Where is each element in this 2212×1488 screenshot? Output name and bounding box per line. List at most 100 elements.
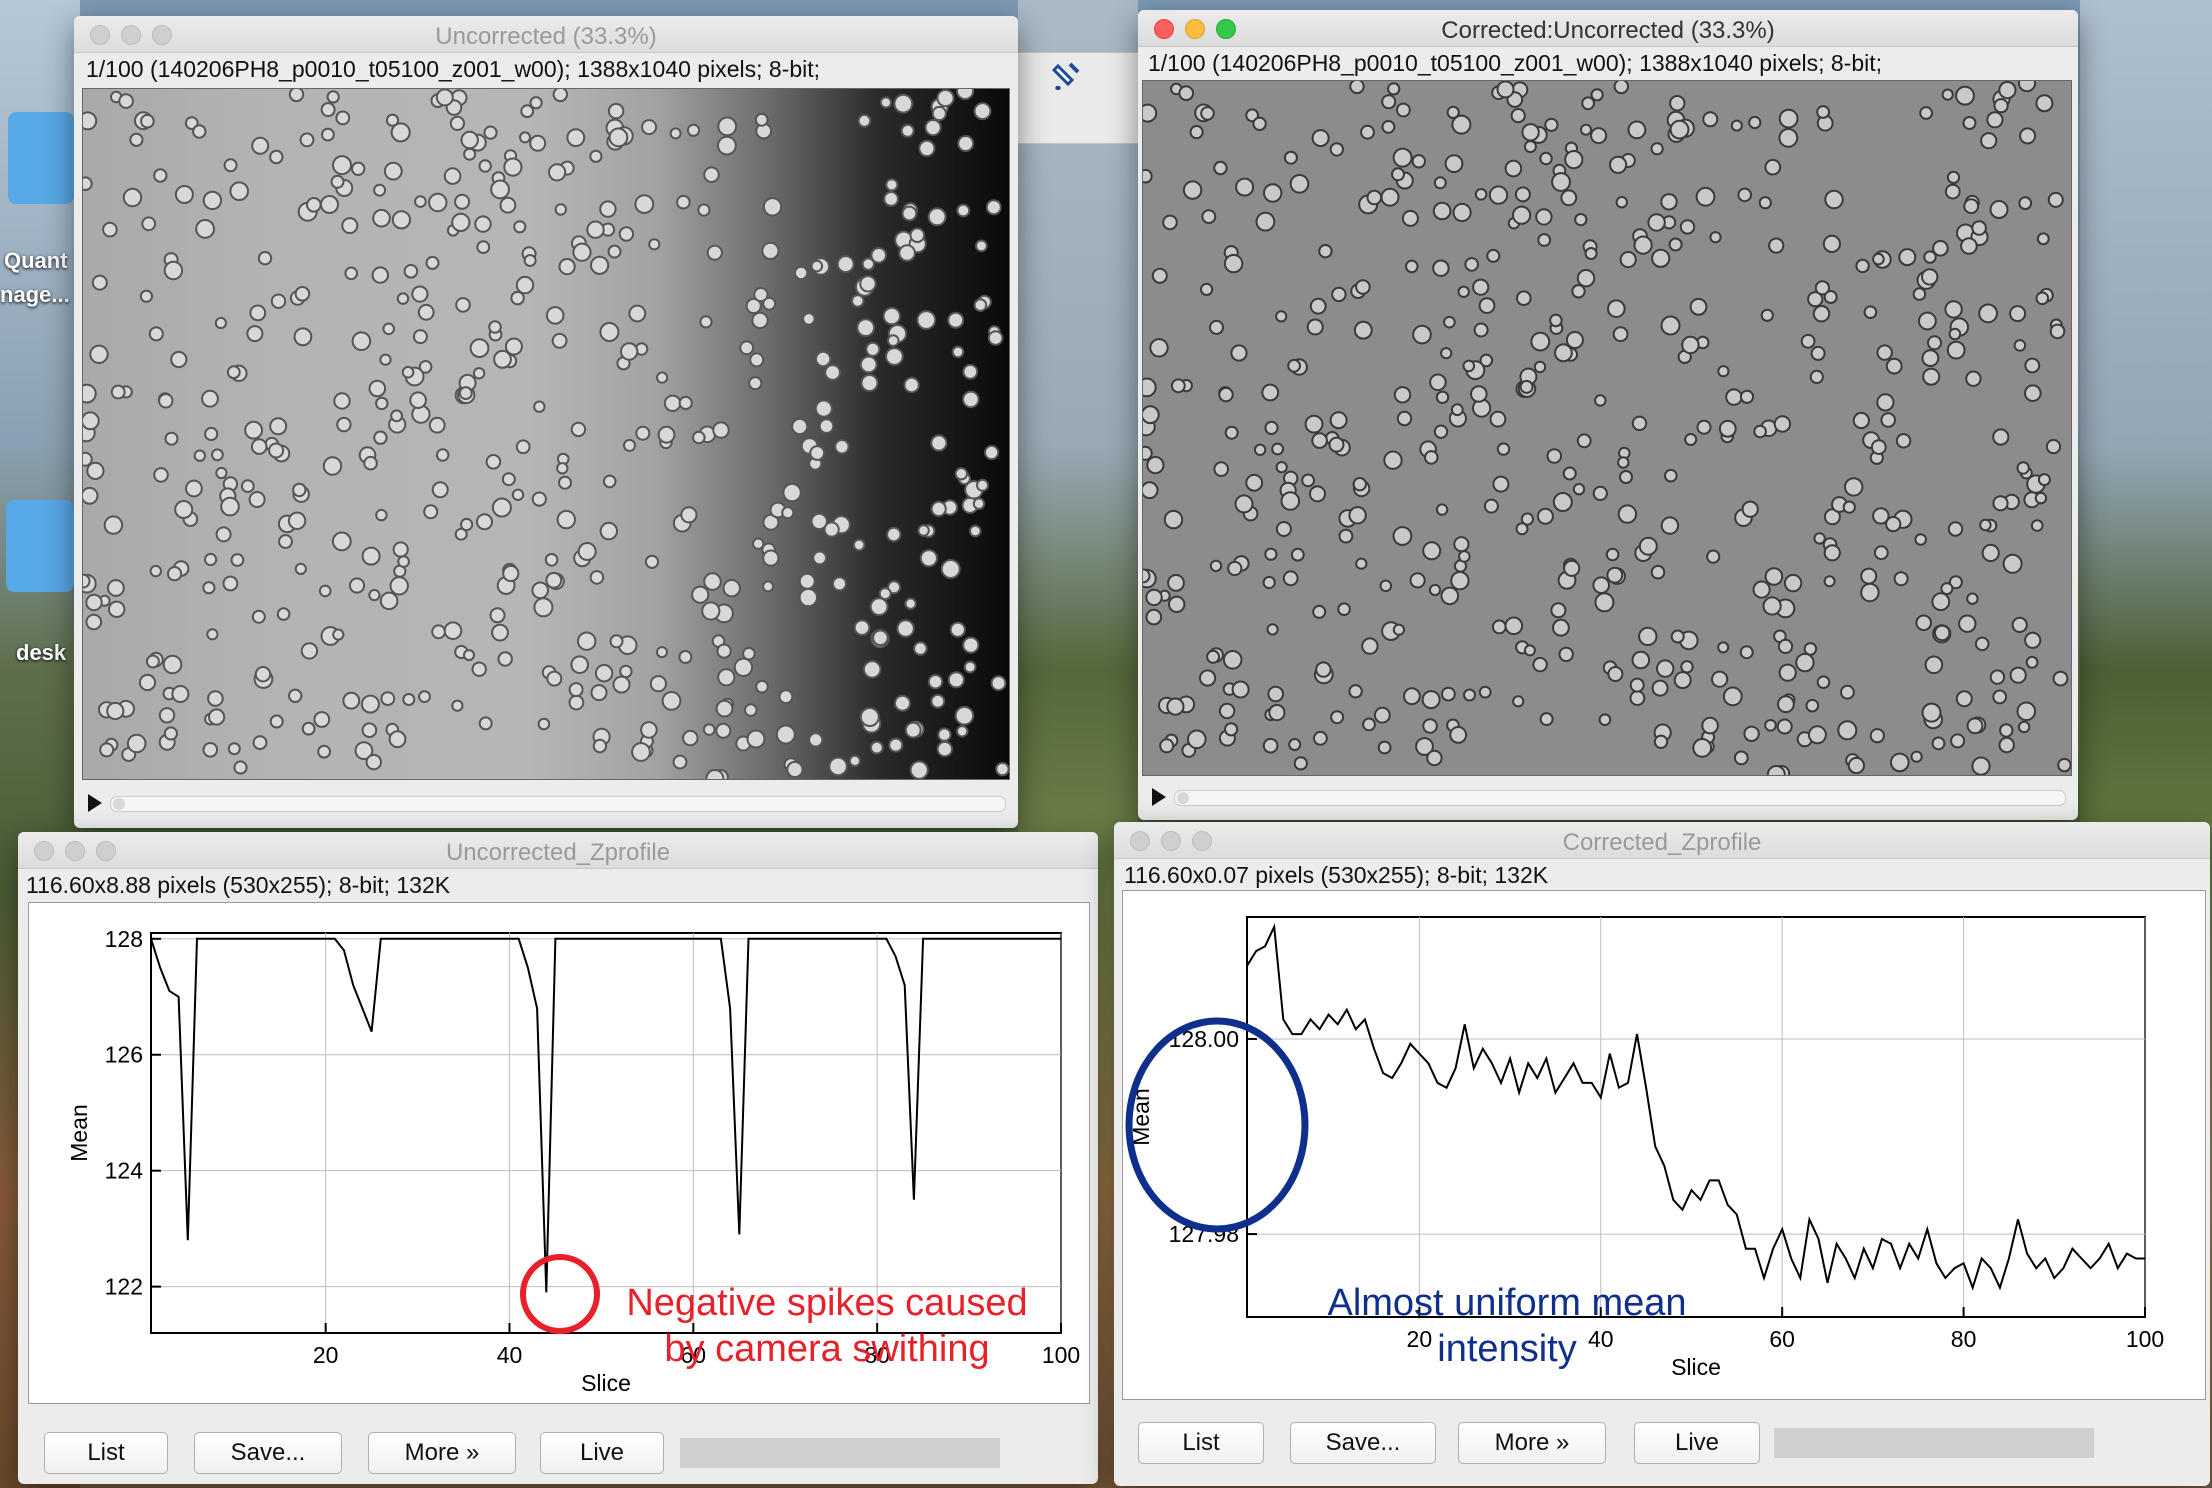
cell [1922, 367, 1941, 386]
cell [699, 315, 713, 329]
cell [1764, 567, 1784, 586]
cell [909, 760, 929, 779]
cell [1282, 570, 1299, 587]
close-button[interactable] [34, 841, 54, 861]
more-button[interactable]: More » [368, 1432, 516, 1474]
uncorrected-plot[interactable]: 20 40 60 80 100 122 124 126 128 Slice Mean Negative… [28, 902, 1090, 1404]
cell [1863, 305, 1878, 319]
cell [930, 434, 948, 452]
cell [294, 562, 307, 575]
cell [1201, 209, 1217, 225]
title-bar[interactable]: Uncorrected (33.3%) [74, 16, 1018, 53]
cell [706, 244, 723, 261]
cell [403, 264, 419, 279]
window-title: Corrected_Zprofile [1562, 829, 1762, 856]
window-title: Uncorrected_Zprofile [445, 839, 671, 866]
cell [697, 203, 711, 217]
cell [1777, 638, 1794, 655]
cell [1664, 468, 1678, 483]
cell [556, 509, 576, 530]
more-button[interactable]: More » [1458, 1422, 1606, 1464]
cell [1199, 669, 1217, 687]
cell [1312, 604, 1327, 619]
cell [1515, 522, 1529, 536]
title-bar[interactable]: Corrected:Uncorrected (33.3%) [1138, 10, 2078, 47]
cell [1304, 414, 1324, 434]
cell [832, 576, 847, 592]
cell [1159, 738, 1175, 754]
cell [1590, 127, 1608, 145]
desktop-folder-icon[interactable] [8, 112, 74, 204]
minimize-button[interactable] [1161, 831, 1181, 851]
close-button[interactable] [90, 25, 110, 45]
live-button[interactable]: Live [1634, 1422, 1760, 1464]
slice-slider[interactable] [1174, 790, 2066, 806]
cell [1855, 258, 1870, 274]
live-button[interactable]: Live [540, 1432, 664, 1474]
cell [746, 729, 766, 749]
desktop-folder-icon[interactable] [6, 500, 74, 592]
cell [1143, 377, 1157, 398]
cell [1706, 549, 1721, 564]
cell [761, 241, 780, 260]
cell [1355, 279, 1371, 295]
cell [1933, 624, 1951, 642]
cell [388, 730, 407, 749]
save-button[interactable]: Save... [194, 1432, 342, 1474]
desktop-label-image[interactable]: nage... [0, 282, 70, 307]
zoom-button[interactable] [1216, 19, 1236, 39]
cell [1717, 365, 1730, 378]
cell [887, 580, 902, 595]
title-bar[interactable]: Uncorrected_Zprofile [18, 832, 1098, 869]
desktop-label-quant[interactable]: Quant [4, 248, 68, 273]
dropper-tool-icon[interactable] [1046, 56, 1086, 96]
list-button[interactable]: List [1138, 1422, 1264, 1464]
cell [546, 670, 563, 687]
play-icon[interactable] [1152, 788, 1166, 806]
cell [1627, 120, 1647, 140]
cell [634, 194, 655, 214]
cell [1812, 305, 1831, 323]
play-icon[interactable] [88, 794, 102, 812]
cell [342, 691, 361, 710]
cell [431, 481, 449, 499]
cell [752, 537, 765, 550]
cell [859, 275, 877, 293]
minimize-button[interactable] [1185, 19, 1205, 39]
desktop-label-desk[interactable]: desk [16, 640, 67, 665]
corrected-plot[interactable]: 20 40 60 80 100 127.98 128.00 Slice Mean Almost u… [1122, 890, 2206, 1400]
corrected-image-canvas[interactable] [1142, 80, 2072, 776]
slice-slider[interactable] [110, 796, 1006, 812]
zoom-button[interactable] [152, 25, 172, 45]
uncorrected-image-canvas[interactable] [82, 88, 1010, 780]
cell [786, 760, 804, 779]
slider-knob[interactable] [1177, 792, 1189, 804]
cell [417, 303, 435, 321]
minimize-button[interactable] [121, 25, 141, 45]
cell [716, 643, 732, 659]
save-button[interactable]: Save... [1290, 1422, 1436, 1464]
slider-knob[interactable] [113, 798, 125, 810]
cell [1182, 180, 1203, 200]
cell [409, 391, 427, 410]
minimize-button[interactable] [65, 841, 85, 861]
cell [1464, 257, 1480, 272]
cell [320, 195, 339, 214]
list-button[interactable]: List [44, 1432, 168, 1474]
cell [148, 326, 164, 342]
title-bar[interactable]: Corrected_Zprofile [1114, 822, 2210, 859]
close-button[interactable] [1154, 19, 1174, 39]
zoom-button[interactable] [96, 841, 116, 861]
cell [901, 205, 918, 222]
cell [140, 113, 155, 129]
cell [1262, 737, 1279, 754]
cell [1446, 105, 1460, 119]
zoom-button[interactable] [1192, 831, 1212, 851]
cell [947, 311, 965, 329]
cell [333, 392, 351, 410]
cell [1650, 564, 1666, 580]
cell [257, 251, 273, 266]
cell [885, 178, 899, 192]
cell [1612, 326, 1629, 343]
close-button[interactable] [1130, 831, 1150, 851]
